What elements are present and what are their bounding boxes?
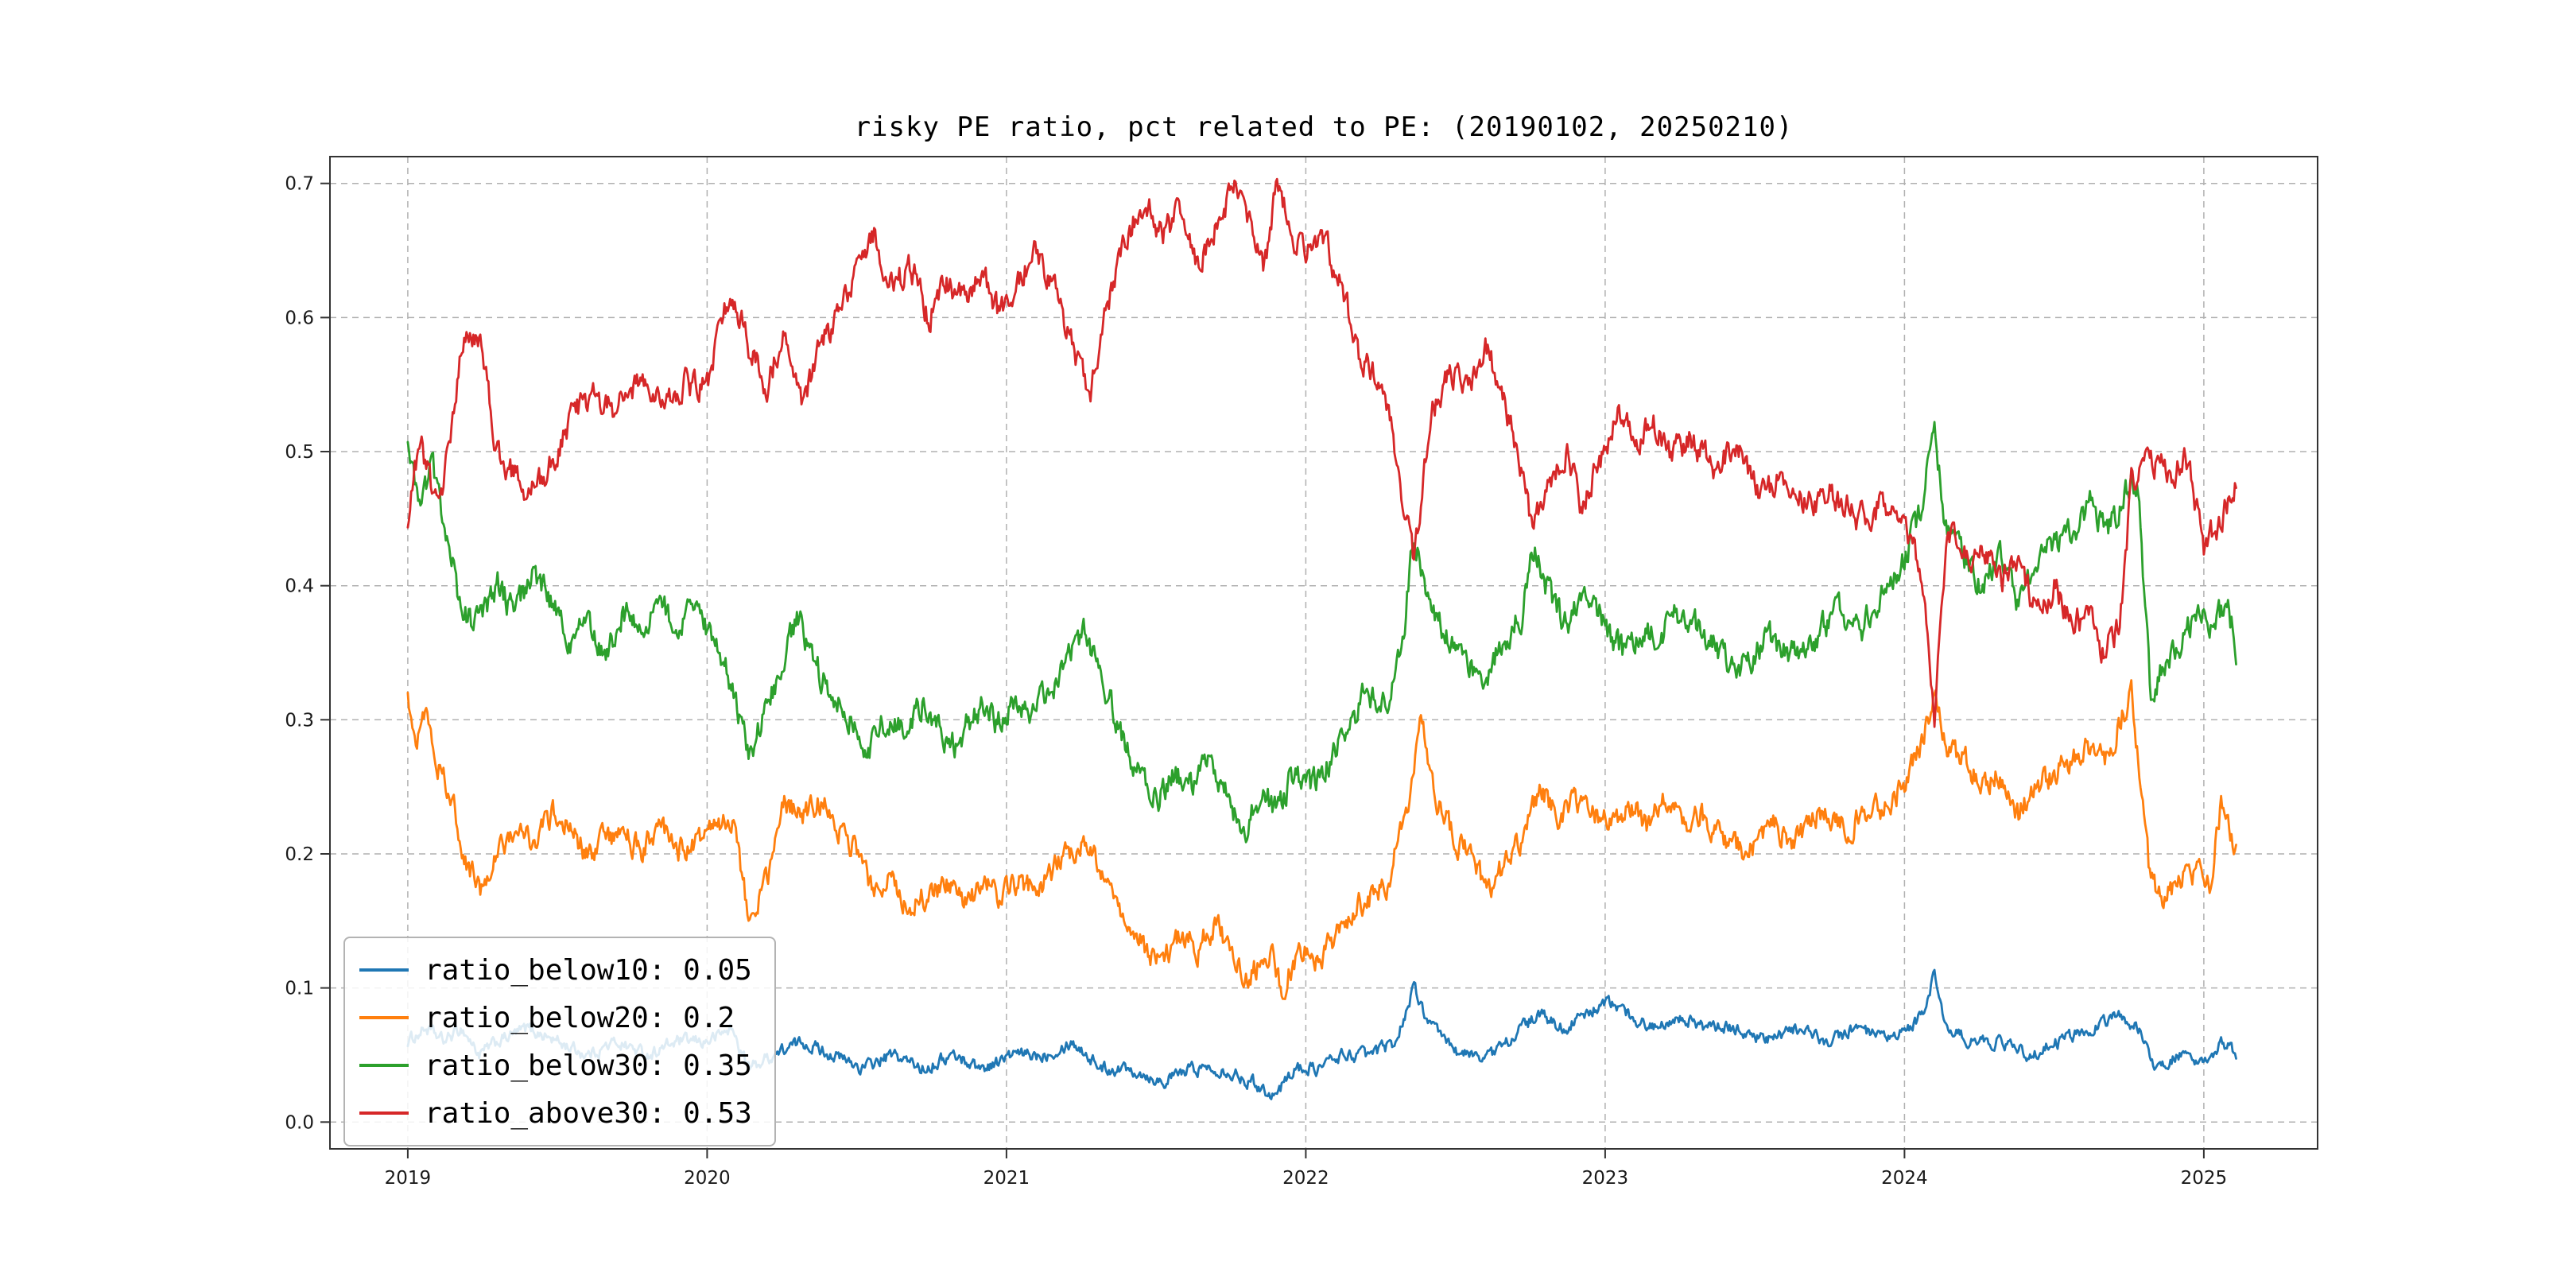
legend-line-swatch [359, 968, 409, 972]
legend-entry: ratio_below30: 0.35 [359, 1042, 752, 1089]
x-axis: 2019 2020 2021 2022 2023 2024 2025 [385, 1149, 2228, 1189]
legend-label: ratio_below30: 0.35 [425, 1049, 752, 1082]
y-tick-label: 0.2 [285, 844, 314, 865]
series-ratio_above30 [406, 177, 2237, 728]
x-tick-label: 2024 [1881, 1168, 1928, 1189]
y-tick-label: 0.1 [285, 979, 314, 999]
legend-entry: ratio_above30: 0.53 [359, 1089, 752, 1137]
series-ratio_below30 [406, 421, 2237, 844]
y-axis: 0.0 0.1 0.2 0.3 0.4 0.5 0.6 0.7 [285, 174, 330, 1133]
y-tick-label: 0.3 [285, 710, 314, 731]
x-tick-label: 2020 [684, 1168, 731, 1189]
y-tick-label: 0.4 [285, 576, 314, 597]
legend-line-swatch [359, 1016, 409, 1019]
legend: ratio_below10: 0.05 ratio_below20: 0.2 rat… [343, 937, 776, 1146]
legend-line-swatch [359, 1064, 409, 1067]
x-tick-label: 2023 [1582, 1168, 1629, 1189]
y-tick-label: 0.5 [285, 442, 314, 463]
y-tick-label: 0.7 [285, 174, 314, 195]
series-lines [406, 177, 2237, 1100]
legend-label: ratio_above30: 0.53 [425, 1096, 752, 1130]
grid [330, 157, 2318, 1149]
x-tick-label: 2021 [983, 1168, 1030, 1189]
legend-label: ratio_below10: 0.05 [425, 953, 752, 987]
legend-label: ratio_below20: 0.2 [425, 1001, 735, 1034]
legend-entry: ratio_below20: 0.2 [359, 994, 752, 1042]
legend-line-swatch [359, 1111, 409, 1115]
y-tick-label: 0.0 [285, 1112, 314, 1133]
plot-border [329, 156, 2318, 1150]
legend-entry: ratio_below10: 0.05 [359, 946, 752, 994]
x-tick-label: 2019 [385, 1168, 432, 1189]
series-ratio_below20 [406, 679, 2237, 1000]
x-tick-label: 2025 [2181, 1168, 2228, 1189]
y-tick-label: 0.6 [285, 308, 314, 328]
chart-title: risky PE ratio, pct related to PE: (2019… [854, 111, 1794, 143]
x-tick-label: 2022 [1282, 1168, 1329, 1189]
